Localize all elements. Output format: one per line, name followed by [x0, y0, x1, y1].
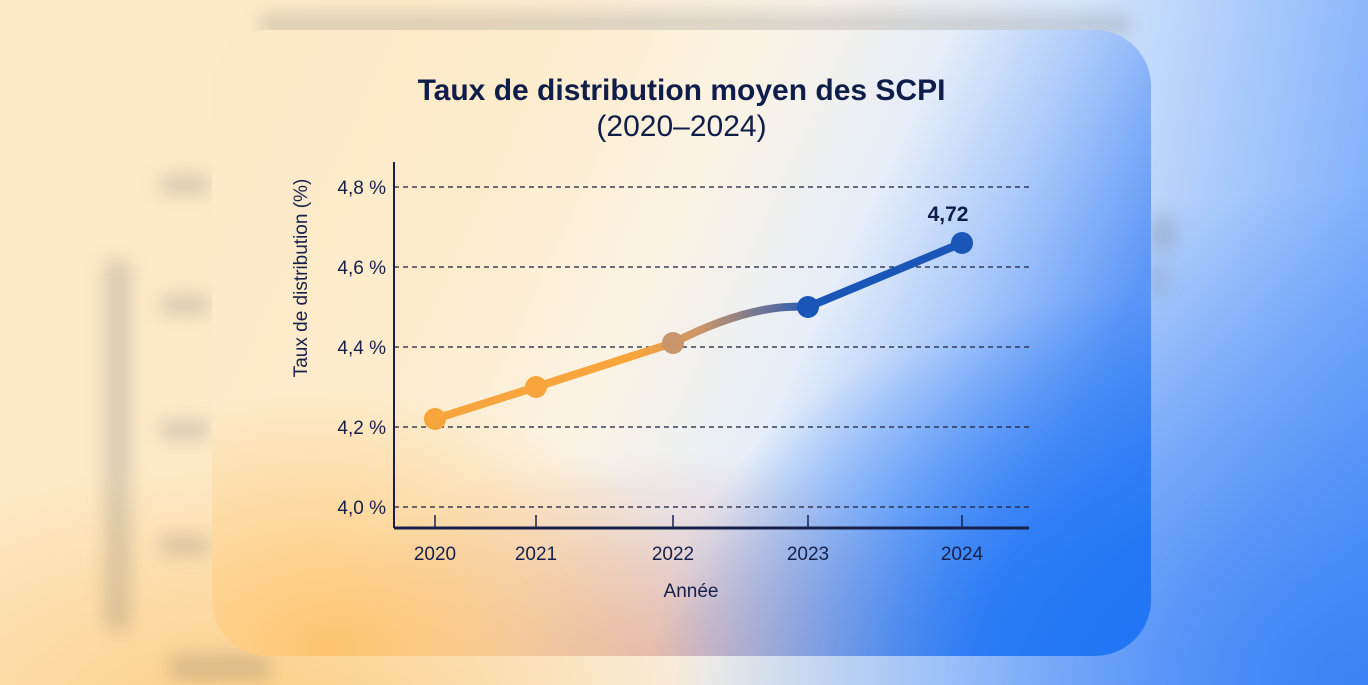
chart-card: Taux de distribution moyen des SCPI (202…	[212, 30, 1151, 656]
x-tick-label: 2021	[515, 544, 557, 565]
series-line	[431, 239, 966, 423]
data-point-2022	[662, 332, 684, 354]
blurred-tick-shadow	[160, 295, 210, 315]
y-tick-label: 4,6 %	[337, 258, 386, 279]
data-label: 4,72	[928, 203, 969, 226]
y-tick-label: 4,4 %	[337, 338, 386, 359]
chart-title: Taux de distribution moyen des SCPI	[417, 74, 946, 107]
x-tick-label: 2020	[414, 544, 456, 565]
axes	[393, 162, 1029, 530]
data-annotations: 4,72	[928, 203, 969, 226]
blurred-tick-shadow	[160, 420, 210, 440]
y-tick-label: 4,2 %	[337, 418, 386, 439]
blurred-tick-shadow	[160, 535, 210, 555]
grid-lines	[394, 186, 1029, 508]
data-point-2024	[951, 232, 973, 254]
series-path	[431, 239, 966, 423]
blurred-axis-label-shadow	[105, 260, 130, 630]
x-tick-label: 2022	[652, 544, 694, 565]
blurred-shadow	[1150, 265, 1165, 295]
y-tick-label: 4,8 %	[337, 178, 386, 199]
y-axis-title: Taux de distribution (%)	[291, 179, 312, 378]
data-point-2020	[424, 408, 446, 430]
chart-subtitle: (2020–2024)	[596, 110, 767, 143]
x-tick-label: 2023	[787, 544, 829, 565]
data-point-2023	[797, 296, 819, 318]
data-point-2021	[525, 376, 547, 398]
blurred-shadow	[1150, 215, 1175, 250]
y-tick-labels: 4,0 % 4,2 % 4,4 % 4,6 % 4,8 %	[337, 178, 386, 519]
chart-title-block: Taux de distribution moyen des SCPI (202…	[212, 73, 1151, 145]
line-chart: 4,0 %4,2 %4,4 %4,6 %4,8 % 2020 2021 2022 20…	[291, 162, 1029, 602]
x-ticks: 2020 2021 2022 2023 2024	[414, 515, 984, 565]
x-axis-title: Année	[664, 581, 719, 602]
y-tick-label: 4,0 %	[337, 498, 386, 519]
data-points	[424, 232, 973, 430]
blurred-shadow	[170, 655, 270, 680]
blurred-tick-shadow	[160, 175, 210, 195]
x-tick-label: 2024	[941, 544, 984, 565]
